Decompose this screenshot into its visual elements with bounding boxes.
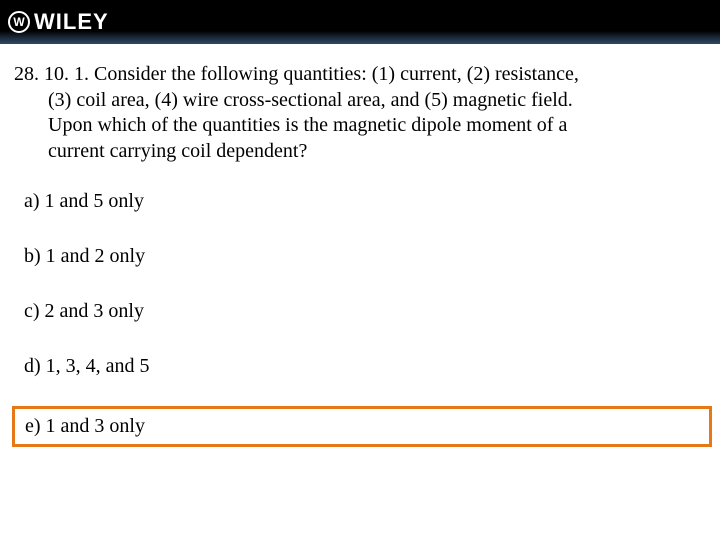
option-e: e) 1 and 3 only [12,406,712,447]
option-label: d) 1, 3, 4, and 5 [24,355,150,377]
slide-content: 28. 10. 1. Consider the following quanti… [0,44,720,447]
wiley-logo-text: WILEY [34,9,109,35]
option-c: c) 2 and 3 only [18,296,706,327]
option-b: b) 1 and 2 only [18,241,706,272]
option-label: e) 1 and 3 only [25,415,145,437]
option-label: c) 2 and 3 only [24,300,144,322]
answer-options: a) 1 and 5 only b) 1 and 2 only c) 2 and… [14,186,706,447]
header-bar: W WILEY [0,0,720,44]
option-a: a) 1 and 5 only [18,186,706,217]
option-label: a) 1 and 5 only [24,190,144,212]
option-label: b) 1 and 2 only [24,245,145,267]
logo-icon-glyph: W [13,15,24,29]
wiley-logo-icon: W [8,11,30,33]
question-line-2: (3) coil area, (4) wire cross-sectional … [14,88,706,114]
option-d: d) 1, 3, 4, and 5 [18,351,706,382]
question-line-3: Upon which of the quantities is the magn… [14,113,706,139]
question-text: 28. 10. 1. Consider the following quanti… [14,62,706,164]
question-line-4: current carrying coil dependent? [14,139,706,165]
question-line-1: 28. 10. 1. Consider the following quanti… [14,63,579,85]
wiley-logo: W WILEY [8,9,109,35]
